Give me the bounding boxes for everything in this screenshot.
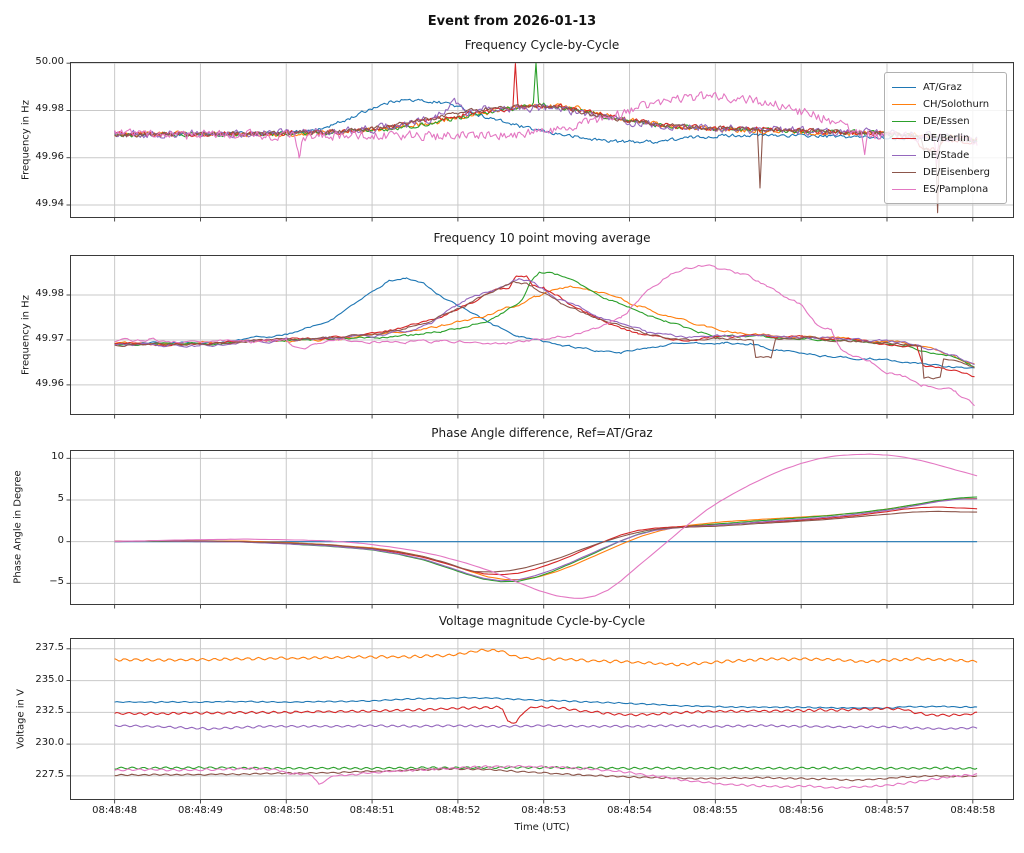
legend-line-swatch [892, 137, 916, 139]
legend-item-label: DE/Essen [923, 115, 970, 127]
series-line-DE-Eisenberg [114, 103, 978, 214]
y-tick-label: 49.98 [35, 103, 64, 115]
x-tick-label: 08:48:58 [950, 805, 996, 816]
plot-area-3 [66, 638, 1014, 804]
y-tick-label: 10 [51, 451, 64, 463]
figure-title: Event from 2026-01-13 [427, 14, 597, 29]
legend-item-label: DE/Berlin [923, 132, 970, 144]
y-tick-label: 227.5 [35, 768, 64, 780]
legend-item: DE/Eisenberg [892, 164, 999, 180]
x-axis-label: Time (UTC) [514, 822, 570, 833]
x-tick-label: 08:48:50 [263, 805, 309, 816]
plot-area-2 [66, 450, 1014, 609]
series-line-DE-Stade [114, 498, 978, 582]
legend-item: DE/Essen [892, 113, 999, 129]
series-line-ES-Pamplona [114, 453, 978, 599]
legend-item-label: DE/Stade [923, 149, 970, 161]
plot-area-0 [66, 62, 1014, 222]
y-tick-label: 49.98 [35, 288, 64, 299]
y-tick-label: 49.96 [35, 150, 64, 162]
y-tick-label: 49.97 [35, 332, 64, 344]
series-line-DE-Essen [114, 766, 978, 770]
y-tick-label: −5 [49, 576, 64, 588]
axes-spines [70, 638, 1014, 800]
legend-line-swatch [892, 86, 916, 88]
legend-item-label: DE/Eisenberg [923, 166, 990, 178]
series-line-CH-Solothurn [114, 648, 978, 667]
series-line-ES-Pamplona [114, 264, 975, 407]
series-line-DE-Berlin [114, 275, 975, 378]
panel-title-frequency-moving-average: Frequency 10 point moving average [433, 231, 651, 245]
y-tick-label: 49.94 [35, 198, 64, 209]
panel-title-phase-angle: Phase Angle difference, Ref=AT/Graz [431, 426, 653, 440]
legend-line-swatch [892, 171, 916, 173]
legend-item: DE/Stade [892, 147, 999, 163]
x-tick-label: 08:48:56 [778, 805, 824, 816]
y-tick-label: 50.00 [35, 56, 64, 68]
y-tick-label: 232.5 [35, 705, 64, 717]
series-line-DE-Stade [114, 278, 975, 366]
legend-line-swatch [892, 120, 916, 122]
series-line-DE-Essen [114, 271, 975, 368]
series-line-DE-Eisenberg [114, 510, 978, 573]
legend-line-swatch [892, 154, 916, 156]
y-tick-label: 235.0 [35, 673, 64, 685]
x-tick-label: 08:48:55 [692, 805, 738, 816]
series-line-AT-Graz [114, 277, 975, 369]
panel-title-voltage-magnitude: Voltage magnitude Cycle-by-Cycle [438, 614, 646, 628]
legend-item-label: ES/Pamplona [923, 183, 989, 195]
legend-line-swatch [892, 188, 916, 190]
series-line-DE-Berlin [114, 705, 978, 724]
legend-item: ES/Pamplona [892, 181, 999, 197]
axes-spines [70, 450, 1014, 605]
x-tick-label: 08:48:53 [521, 805, 567, 816]
series-line-ES-Pamplona [114, 765, 978, 789]
x-tick-label: 08:48:48 [92, 805, 138, 816]
y-tick-label: 237.5 [35, 641, 64, 653]
series-line-DE-Eisenberg [114, 767, 978, 782]
x-tick-label: 08:48:49 [177, 805, 223, 816]
x-tick-label: 08:48:54 [607, 805, 652, 816]
axes-spines [70, 255, 1014, 415]
series-line-DE-Stade [114, 724, 978, 731]
legend-item: AT/Graz [892, 79, 999, 95]
y-axis-label-phase-angle: Phase Angle in Degree [12, 470, 24, 584]
y-tick-label: 0 [57, 534, 64, 546]
legend: AT/Graz CH/Solothurn DE/Essen DE/Berlin DE/S… [884, 72, 1007, 204]
y-tick-label: 230.0 [35, 737, 64, 749]
y-tick-label: 49.96 [35, 377, 64, 389]
axes-spines [70, 62, 1014, 218]
legend-item: DE/Berlin [892, 130, 999, 146]
series-line-ES-Pamplona [114, 91, 978, 165]
legend-line-swatch [892, 103, 916, 105]
legend-item: CH/Solothurn [892, 96, 999, 112]
legend-item-label: CH/Solothurn [923, 98, 990, 110]
y-tick-label: 5 [57, 493, 64, 504]
series-line-AT-Graz [114, 696, 978, 710]
x-tick-label: 08:48:57 [864, 805, 910, 816]
legend-item-label: AT/Graz [923, 81, 962, 93]
series-line-DE-Eisenberg [114, 280, 975, 380]
x-tick-label: 08:48:51 [349, 805, 395, 816]
x-tick-label: 08:48:52 [435, 805, 481, 816]
plot-area-1 [66, 255, 1014, 419]
panel-title-frequency-cycle: Frequency Cycle-by-Cycle [464, 38, 620, 52]
